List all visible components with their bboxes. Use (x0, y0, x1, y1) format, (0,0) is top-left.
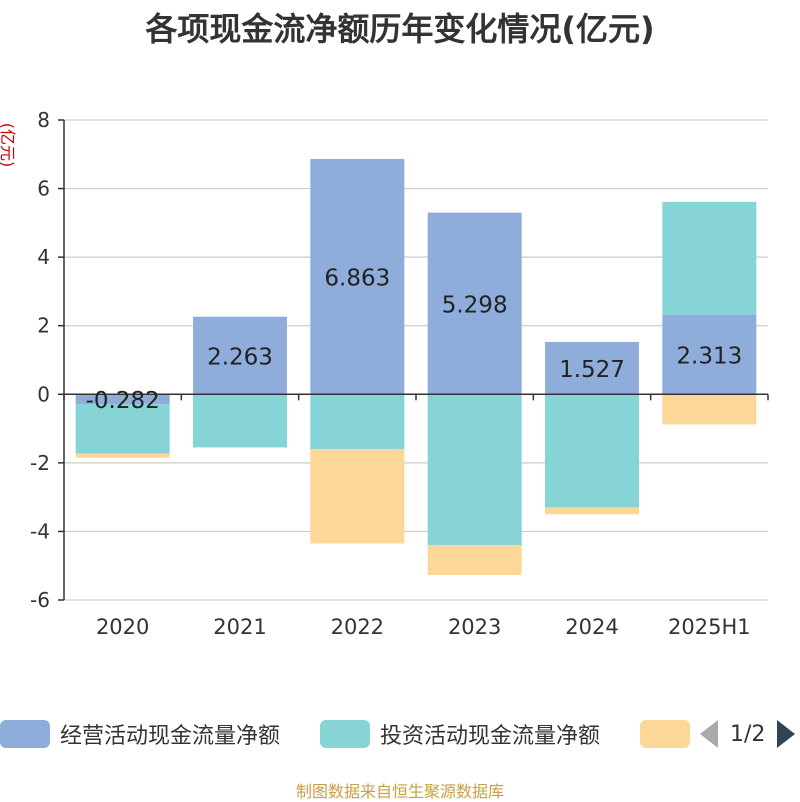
y-tick-label: 8 (37, 108, 50, 132)
source-footer: 制图数据来自恒生聚源数据库 (295, 782, 504, 801)
y-tick-label: -6 (30, 588, 50, 612)
bar-series-2 (75, 453, 170, 458)
bar-series-0 (193, 316, 287, 395)
y-axis-label: (亿元) (0, 123, 17, 168)
bar-series-0 (545, 341, 639, 395)
y-tick-label: -2 (30, 451, 50, 475)
page-indicator: 1/2 (730, 721, 766, 747)
next-page-icon[interactable] (777, 720, 796, 748)
axes: -6 -4 -2 0 2 4 6 8 2020 2021 2022 2023 2024 2025H1 (30, 108, 769, 639)
x-tick-label: 2020 (96, 615, 149, 639)
data-label: 6.863 (324, 266, 390, 292)
x-tick-label: 2021 (213, 615, 266, 639)
bar-series-1 (310, 394, 405, 450)
x-tick-label: 2024 (565, 615, 618, 639)
y-tick-label: 6 (37, 177, 50, 201)
stacked-bar-chart: -6 -4 -2 0 2 4 6 8 2020 2021 2022 2023 2024 2025H1 -0… (0, 108, 769, 639)
legend-label: 投资活动现金流量净额 (380, 724, 601, 749)
legend-pager: 1/2 (700, 716, 796, 752)
data-label: 1.527 (559, 357, 625, 383)
legend-item-operating[interactable]: 经营活动现金流量净额 (0, 716, 280, 752)
data-labels: -0.282 2.263 6.863 5.298 1.527 2.313 (86, 266, 743, 414)
bar-series-2 (310, 449, 405, 544)
bar-series-0 (662, 314, 757, 395)
prev-page-icon[interactable] (700, 720, 718, 748)
legend-swatch (0, 720, 50, 748)
data-label: -0.282 (86, 388, 160, 414)
data-label: 2.313 (676, 344, 742, 370)
x-tick-label: 2022 (331, 615, 384, 639)
data-label: 5.298 (442, 292, 508, 318)
bar-series-2 (662, 394, 757, 425)
legend-label: 经营活动现金流量净额 (60, 724, 281, 749)
bar-series-0 (310, 158, 405, 395)
bar-series-1 (193, 394, 287, 448)
data-label: 2.263 (207, 344, 273, 370)
bar-series-2 (545, 507, 639, 515)
bar-series-1 (662, 201, 757, 315)
x-tick-label: 2025H1 (668, 615, 751, 639)
legend: 经营活动现金流量净额 投资活动现金流量净额 (0, 716, 800, 756)
bar-series-2 (427, 545, 522, 575)
y-tick-label: 0 (37, 382, 50, 406)
legend-swatch (640, 720, 690, 748)
chart-title: 各项现金流净额历年变化情况(亿元) (145, 10, 655, 48)
legend-item-investing[interactable]: 投资活动现金流量净额 (320, 716, 600, 752)
legend-swatch (320, 720, 370, 748)
x-tick-label: 2023 (448, 615, 501, 639)
y-tick-label: 2 (37, 314, 50, 338)
y-tick-label: -4 (30, 519, 50, 543)
legend-item-financing[interactable] (640, 716, 700, 752)
bar-series-1 (427, 394, 522, 546)
bar-series-0 (427, 212, 522, 395)
bar-series-0 (75, 394, 170, 404)
y-tick-label: 4 (37, 245, 50, 269)
bar-series-1 (75, 403, 170, 454)
bars (75, 158, 757, 575)
bar-series-1 (545, 394, 639, 508)
